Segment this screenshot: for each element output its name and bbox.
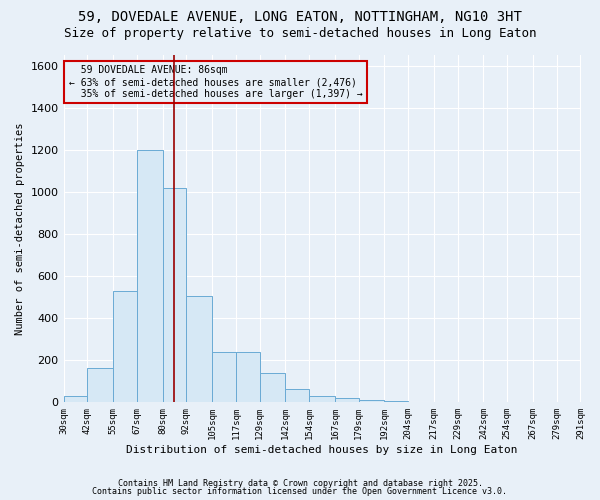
Bar bbox=[88, 368, 113, 402]
Y-axis label: Number of semi-detached properties: Number of semi-detached properties bbox=[15, 122, 25, 335]
Bar bbox=[260, 373, 286, 402]
Text: 59 DOVEDALE AVENUE: 86sqm
← 63% of semi-detached houses are smaller (2,476)
  35: 59 DOVEDALE AVENUE: 86sqm ← 63% of semi-… bbox=[69, 66, 362, 98]
Bar bbox=[236, 352, 260, 403]
Bar bbox=[335, 398, 359, 402]
Bar bbox=[212, 352, 236, 403]
Bar bbox=[359, 400, 385, 402]
Bar bbox=[309, 396, 335, 402]
Bar bbox=[286, 388, 309, 402]
Bar bbox=[163, 188, 187, 402]
Text: Contains public sector information licensed under the Open Government Licence v3: Contains public sector information licen… bbox=[92, 487, 508, 496]
Bar bbox=[64, 396, 88, 402]
Text: 59, DOVEDALE AVENUE, LONG EATON, NOTTINGHAM, NG10 3HT: 59, DOVEDALE AVENUE, LONG EATON, NOTTING… bbox=[78, 10, 522, 24]
Bar bbox=[187, 296, 212, 403]
Text: Contains HM Land Registry data © Crown copyright and database right 2025.: Contains HM Land Registry data © Crown c… bbox=[118, 478, 482, 488]
Bar bbox=[137, 150, 163, 402]
X-axis label: Distribution of semi-detached houses by size in Long Eaton: Distribution of semi-detached houses by … bbox=[126, 445, 518, 455]
Bar bbox=[113, 291, 137, 403]
Text: Size of property relative to semi-detached houses in Long Eaton: Size of property relative to semi-detach… bbox=[64, 28, 536, 40]
